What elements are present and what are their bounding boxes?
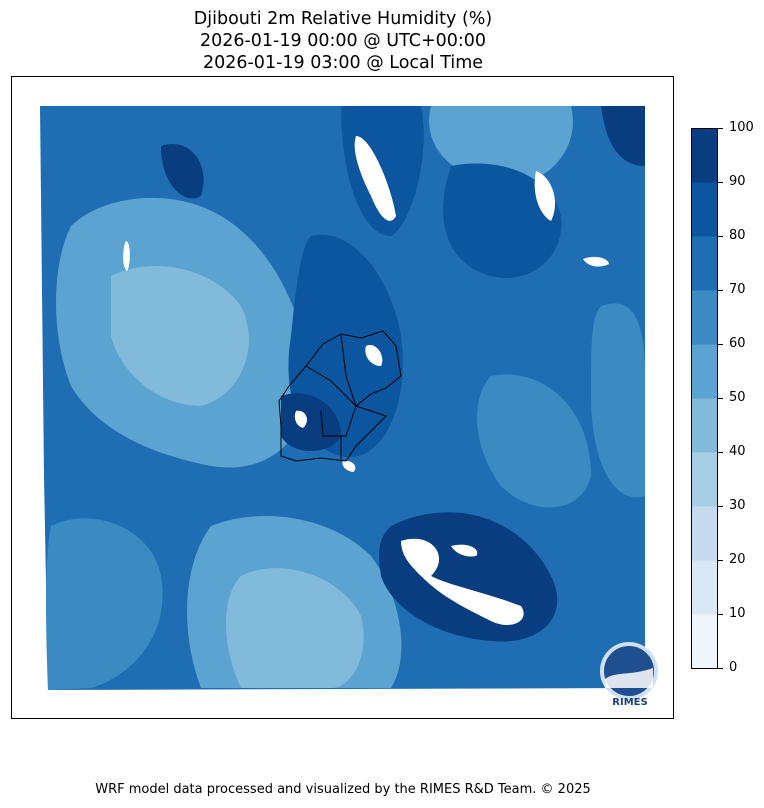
contour-region xyxy=(281,393,341,451)
map-frame xyxy=(11,76,674,719)
colorbar-tick-mark xyxy=(718,506,723,507)
colorbar-tick-label: 40 xyxy=(729,444,746,459)
contour-region xyxy=(161,144,204,199)
colorbar-tick-label: 20 xyxy=(729,552,746,567)
djibouti-outline xyxy=(278,330,402,462)
colorbar-tick-mark xyxy=(718,398,723,399)
contour-region xyxy=(591,303,645,498)
contour-region xyxy=(111,266,249,406)
map-title: Djibouti 2m Relative Humidity (%) xyxy=(193,9,493,29)
colorbar-tick-label: 60 xyxy=(729,336,746,351)
masked-area xyxy=(342,460,356,472)
colorbar-border xyxy=(691,128,718,669)
logo-text: RIMES xyxy=(612,697,647,708)
colorbar-tick-mark xyxy=(718,344,723,345)
colorbar-tick-label: 70 xyxy=(729,282,746,297)
colorbar-segment xyxy=(691,344,718,399)
colorbar-tick-label: 80 xyxy=(729,228,746,243)
contour-region xyxy=(477,374,591,508)
colorbar-tick-label: 0 xyxy=(729,660,738,675)
footer-credit: WRF model data processed and visualized … xyxy=(95,782,591,797)
colorbar-tick-mark xyxy=(718,452,723,453)
masked-area xyxy=(401,538,524,626)
colorbar-segment xyxy=(691,128,718,183)
contour-region xyxy=(601,106,645,166)
colorbar-segment xyxy=(691,614,718,669)
masked-area xyxy=(294,410,307,428)
colorbar-segment xyxy=(691,236,718,291)
local-time: 2026-01-19 03:00 @ Local Time xyxy=(202,53,484,73)
colorbar-tick-mark xyxy=(718,182,723,183)
colorbar-segment xyxy=(691,506,718,561)
colorbar-tick-label: 50 xyxy=(729,390,746,405)
colorbar-segment xyxy=(691,452,718,507)
colorbar-segment xyxy=(691,290,718,345)
region-boundary xyxy=(305,333,357,461)
colorbar-tick-mark xyxy=(718,668,723,669)
masked-area xyxy=(583,256,609,267)
colorbar-tick-mark xyxy=(718,290,723,291)
colorbar-segment xyxy=(691,182,718,237)
masked-area xyxy=(534,171,556,221)
colorbar-segment xyxy=(691,398,718,453)
humidity-map: RIMES xyxy=(40,106,658,708)
colorbar-tick-mark xyxy=(718,614,723,615)
contour-region xyxy=(226,568,364,688)
contour-region xyxy=(443,163,562,278)
colorbar-tick-mark xyxy=(718,560,723,561)
masked-area xyxy=(451,544,478,557)
colorbar-tick-mark xyxy=(718,236,723,237)
masked-area xyxy=(354,136,396,221)
colorbar-tick-label: 100 xyxy=(729,120,754,135)
colorbar-tick-label: 10 xyxy=(729,606,746,621)
rimes-logo: RIMES xyxy=(600,642,658,708)
contour-fill xyxy=(40,106,645,690)
colorbar-segment xyxy=(691,560,718,615)
colorbar-tick-label: 30 xyxy=(729,498,746,513)
colorbar xyxy=(691,128,718,669)
masked-area xyxy=(365,345,383,366)
contour-region xyxy=(46,518,163,690)
masked-area xyxy=(123,241,130,271)
colorbar-tick-mark xyxy=(718,128,723,129)
country-boundaries xyxy=(278,330,402,462)
utc-time: 2026-01-19 00:00 @ UTC+00:00 xyxy=(199,31,487,51)
colorbar-tick-label: 90 xyxy=(729,174,746,189)
